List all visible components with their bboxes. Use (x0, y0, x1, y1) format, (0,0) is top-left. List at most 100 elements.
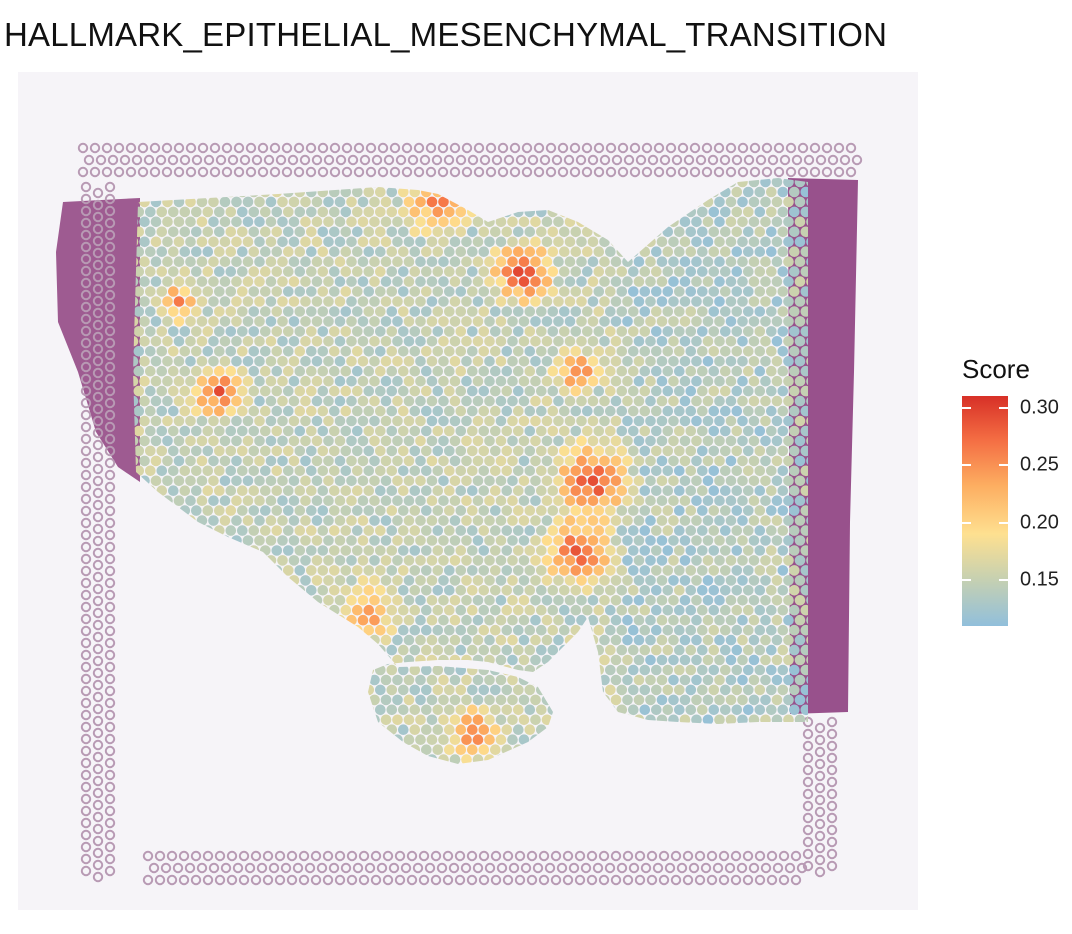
tissue-spot (582, 525, 593, 536)
tissue-spot (449, 714, 461, 726)
tissue-spot (760, 614, 771, 626)
array-spot (238, 850, 250, 862)
tissue-spot (708, 684, 720, 696)
tissue-spot (553, 375, 564, 387)
array-spot (772, 862, 784, 874)
tissue-spot (242, 475, 254, 487)
tissue-spot (720, 585, 731, 596)
tissue-spot (329, 505, 340, 516)
tissue-spot (334, 415, 346, 427)
tissue-spot (444, 385, 455, 397)
tissue-spot (490, 585, 501, 596)
tissue-spot (444, 425, 455, 437)
tissue-spot (191, 425, 202, 437)
tissue-spot (777, 246, 789, 257)
tissue-spot (789, 485, 800, 497)
tissue-spot (467, 744, 478, 755)
tissue-spot (507, 336, 518, 347)
array-spot (92, 223, 104, 235)
tissue-spot (777, 306, 789, 317)
tissue-spot (559, 306, 570, 317)
tissue-spot (248, 306, 260, 317)
tissue-spot (265, 236, 277, 248)
tissue-spot (610, 654, 622, 666)
array-spot (80, 697, 92, 709)
tissue-spot (513, 385, 524, 397)
tissue-spot (346, 455, 357, 467)
tissue-spot (455, 365, 467, 377)
tissue-spot (271, 346, 283, 357)
tissue-spot (633, 296, 645, 307)
tissue-spot (800, 346, 808, 357)
tissue-spot (283, 385, 294, 397)
tissue-spot (294, 505, 306, 516)
tissue-spot (438, 634, 449, 646)
tissue-spot (731, 266, 743, 277)
array-spot (418, 874, 430, 886)
tissue-spot (380, 435, 392, 447)
array-spot (845, 166, 857, 178)
array-spot (293, 142, 305, 154)
tissue-spot (668, 495, 679, 507)
tissue-spot (317, 326, 329, 337)
tissue-spot (559, 246, 570, 257)
tissue-spot (329, 385, 340, 397)
tissue-spot (697, 365, 708, 377)
tissue-spot (346, 336, 357, 347)
tissue-spot (679, 614, 691, 626)
array-spot (550, 850, 562, 862)
tissue-spot (513, 565, 524, 576)
tissue-spot (668, 634, 679, 646)
tissue-spot (478, 704, 490, 716)
tissue-spot (271, 545, 283, 556)
tissue-spot (306, 346, 317, 357)
array-spot (562, 874, 574, 886)
tissue-spot (754, 346, 766, 357)
tissue-spot (737, 694, 748, 706)
array-spot (104, 865, 116, 877)
tissue-spot (248, 346, 260, 357)
array-spot (736, 862, 748, 874)
tissue-spot (461, 316, 472, 327)
tissue-spot (708, 485, 720, 497)
tissue-spot (662, 485, 674, 497)
tissue-spot (777, 365, 789, 377)
tissue-spot (720, 525, 731, 536)
tissue-spot (461, 296, 472, 307)
array-spot (329, 166, 341, 178)
tissue-spot (392, 455, 403, 467)
array-spot (389, 166, 401, 178)
tissue-spot (173, 316, 185, 327)
tissue-spot (754, 505, 766, 516)
tissue-spot (507, 276, 518, 287)
tissue-spot (317, 525, 329, 536)
tissue-spot (668, 276, 679, 287)
tissue-spot (553, 435, 564, 447)
array-spot (340, 862, 352, 874)
tissue-spot (564, 555, 576, 566)
tissue-spot (375, 385, 386, 397)
tissue-spot (277, 455, 288, 467)
array-spot (628, 862, 640, 874)
tissue-spot (685, 346, 697, 357)
tissue-spot (323, 595, 334, 606)
tissue-spot (737, 654, 748, 666)
tissue-spot (633, 674, 645, 686)
tissue-spot (426, 714, 438, 726)
tissue-spot (426, 395, 438, 407)
tissue-spot (789, 425, 800, 437)
tissue-spot (679, 336, 691, 347)
tissue-spot (622, 614, 633, 626)
tissue-spot (541, 535, 553, 546)
tissue-spot (145, 425, 156, 437)
tissue-spot (329, 266, 340, 277)
tissue-spot (794, 535, 806, 546)
tissue-spot (507, 555, 518, 566)
tissue-spot (288, 375, 300, 387)
tissue-spot (679, 495, 691, 507)
tissue-spot (697, 585, 708, 596)
tissue-spot (288, 555, 300, 566)
tissue-spot (288, 515, 300, 526)
tissue-spot (340, 465, 352, 477)
tissue-spot (524, 465, 536, 477)
